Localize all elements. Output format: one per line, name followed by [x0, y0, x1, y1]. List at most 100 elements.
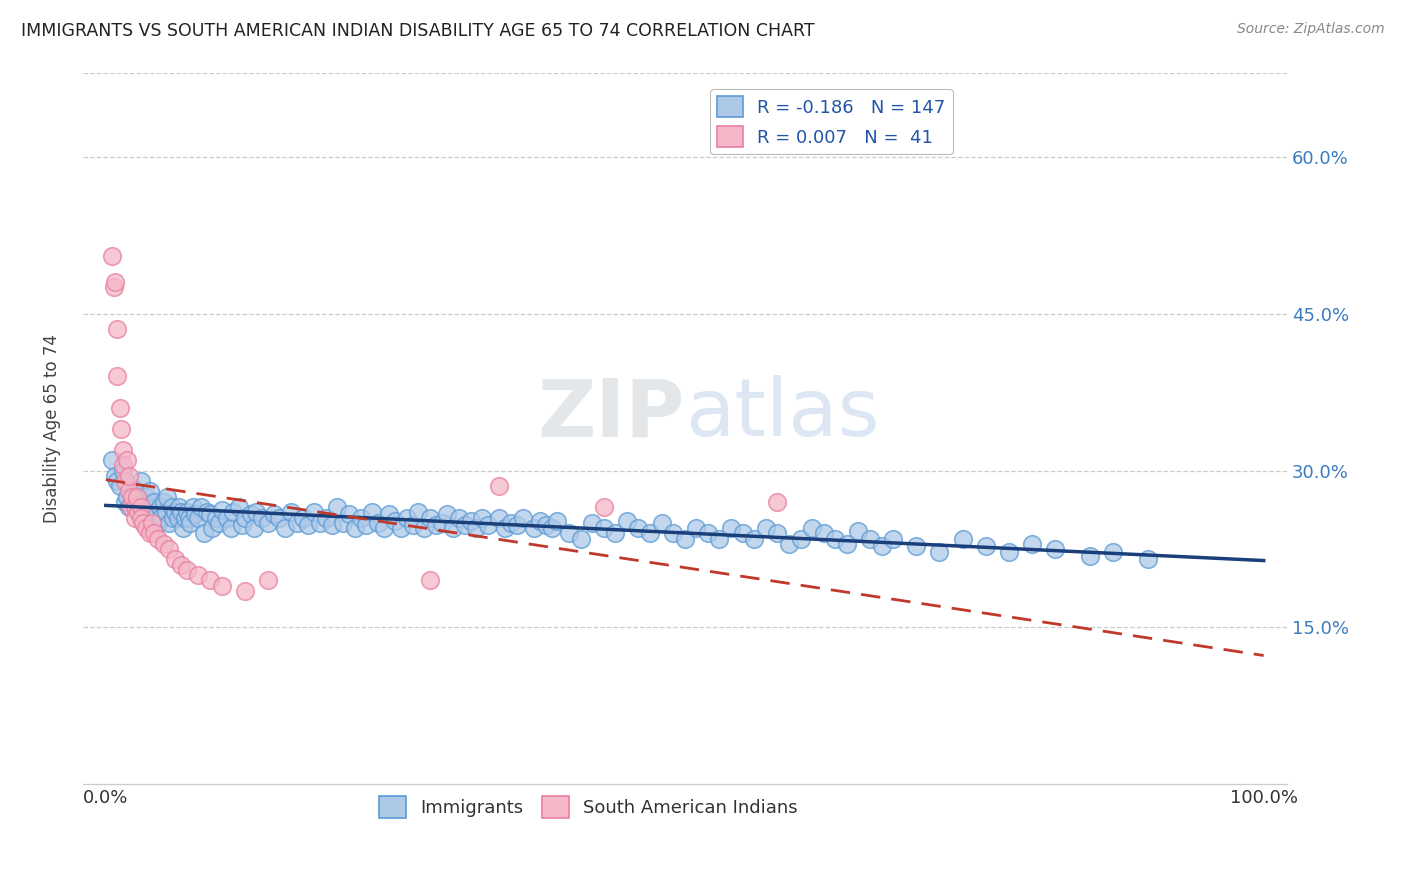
Point — [152, 537, 174, 551]
Point — [208, 516, 231, 530]
Point — [766, 495, 789, 509]
Point — [139, 526, 162, 541]
Point — [373, 521, 395, 535]
Point — [115, 453, 138, 467]
Point — [250, 510, 273, 524]
Point — [569, 532, 592, 546]
Point — [974, 539, 997, 553]
Point — [104, 275, 127, 289]
Point — [280, 505, 302, 519]
Point — [441, 521, 464, 535]
Point — [870, 539, 893, 553]
Point — [419, 574, 441, 588]
Point — [436, 508, 458, 522]
Point — [367, 516, 389, 530]
Point — [332, 516, 354, 530]
Point — [928, 545, 950, 559]
Point — [1045, 541, 1067, 556]
Point — [1021, 537, 1043, 551]
Point — [605, 526, 627, 541]
Point — [125, 490, 148, 504]
Point — [882, 532, 904, 546]
Point — [361, 505, 384, 519]
Point — [848, 524, 870, 539]
Point — [211, 503, 233, 517]
Point — [132, 516, 155, 530]
Point — [506, 518, 529, 533]
Point — [494, 521, 516, 535]
Point — [731, 526, 754, 541]
Point — [419, 510, 441, 524]
Point — [176, 563, 198, 577]
Point — [105, 474, 128, 488]
Point — [638, 526, 661, 541]
Point — [201, 521, 224, 535]
Point — [143, 495, 166, 509]
Point — [696, 526, 718, 541]
Point — [766, 526, 789, 541]
Point — [150, 510, 173, 524]
Point — [685, 521, 707, 535]
Point — [155, 505, 177, 519]
Point — [425, 518, 447, 533]
Point — [145, 505, 167, 519]
Point — [217, 510, 239, 524]
Point — [709, 532, 731, 546]
Point — [139, 484, 162, 499]
Point — [181, 500, 204, 515]
Point — [662, 526, 685, 541]
Point — [581, 516, 603, 530]
Point — [401, 518, 423, 533]
Point — [297, 518, 319, 533]
Point — [1078, 549, 1101, 564]
Point — [112, 458, 135, 473]
Point — [356, 518, 378, 533]
Point — [228, 500, 250, 515]
Point — [120, 479, 142, 493]
Point — [118, 484, 141, 499]
Point — [141, 516, 163, 530]
Point — [138, 500, 160, 515]
Point — [337, 508, 360, 522]
Point — [108, 479, 131, 493]
Point — [755, 521, 778, 535]
Point — [115, 490, 138, 504]
Point — [129, 474, 152, 488]
Point — [952, 532, 974, 546]
Point — [274, 521, 297, 535]
Point — [146, 532, 169, 546]
Point — [156, 490, 179, 504]
Point — [187, 510, 209, 524]
Point — [125, 490, 148, 504]
Text: atlas: atlas — [685, 376, 879, 453]
Text: Source: ZipAtlas.com: Source: ZipAtlas.com — [1237, 22, 1385, 37]
Point — [129, 500, 152, 515]
Point — [184, 508, 207, 522]
Point — [488, 510, 510, 524]
Point — [592, 500, 614, 515]
Point — [219, 521, 242, 535]
Point — [243, 521, 266, 535]
Point — [465, 521, 488, 535]
Point — [114, 474, 136, 488]
Point — [447, 510, 470, 524]
Point — [170, 558, 193, 572]
Point — [141, 510, 163, 524]
Legend: Immigrants, South American Indians: Immigrants, South American Indians — [371, 789, 806, 825]
Point — [231, 518, 253, 533]
Point — [233, 510, 256, 524]
Point — [257, 516, 280, 530]
Point — [162, 510, 184, 524]
Point — [343, 521, 366, 535]
Point — [315, 510, 337, 524]
Point — [245, 505, 267, 519]
Point — [172, 521, 194, 535]
Point — [454, 518, 477, 533]
Point — [100, 249, 122, 263]
Point — [859, 532, 882, 546]
Point — [121, 490, 143, 504]
Point — [193, 526, 215, 541]
Point — [395, 510, 418, 524]
Point — [176, 505, 198, 519]
Point — [742, 532, 765, 546]
